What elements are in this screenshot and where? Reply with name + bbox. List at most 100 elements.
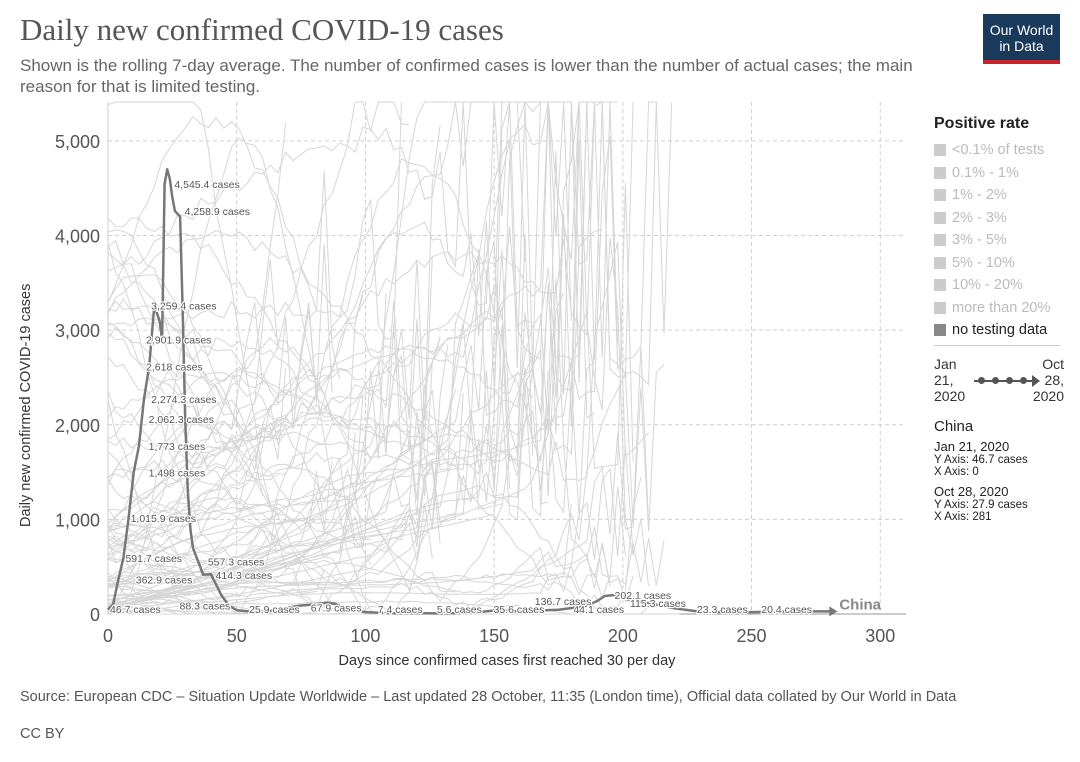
country-line [107,125,441,440]
country-line [107,217,433,516]
legend-swatch [934,144,946,157]
data-label: 136.7 cases [535,596,592,608]
country-line [107,101,410,272]
country-line [107,372,372,565]
timeline-start-month: Jan [934,356,957,372]
country-line [107,101,526,438]
country-line [107,498,279,563]
data-label: 23.3 cases [697,604,748,616]
country-line [107,101,541,560]
chart-subtitle: Shown is the rolling 7-day average. The … [20,56,913,96]
country-line [107,491,371,586]
country-line [107,256,433,465]
legend: Positive rate <0.1% of tests 0.1% - 1% 1% … [934,115,1074,342]
data-label: 591.7 cases [125,553,182,565]
legend-divider [934,345,1060,346]
data-label: 46.7 cases [110,604,161,616]
country-line [107,229,649,615]
x-tick-label: 100 [350,626,380,646]
country-line [107,573,634,614]
timeline-start[interactable]: Jan 21, 2020 [934,356,965,404]
license-link[interactable]: CC BY [20,726,65,742]
x-tick-label: 0 [103,626,113,646]
legend-label: 1% - 2% [952,187,1007,204]
info-end-x: X Axis: 281 [934,511,992,523]
country-line [107,298,317,441]
data-label: 557.3 cases [208,556,265,568]
data-label: 2,618 cases [146,361,203,373]
legend-swatch [934,166,946,179]
country-line [107,392,464,608]
legend-item[interactable]: 5% - 10% [934,252,1074,275]
country-line [107,101,634,532]
country-line [107,575,641,615]
data-label: 414.3 cases [216,570,273,582]
data-label: 4,545.4 cases [174,179,239,191]
x-tick-label: 200 [608,626,638,646]
country-line [107,115,341,380]
logo-line-2: in Data [999,38,1044,54]
country-line [107,445,634,608]
legend-label: 5% - 10% [952,254,1015,271]
country-line [107,241,649,572]
series-line-china[interactable] [107,168,832,615]
country-line [107,423,503,610]
y-tick-label: 0 [90,605,100,625]
country-line [107,504,572,594]
data-label: 1,773 cases [149,441,206,453]
x-axis-label: Days since confirmed cases first reached… [338,653,676,669]
series-end-label[interactable]: China [839,596,881,613]
legend-label: 3% - 5% [952,232,1007,249]
legend-label: more than 20% [952,299,1051,316]
country-line [107,432,356,588]
country-line [107,122,287,451]
country-line [107,346,650,609]
country-line [107,292,565,583]
country-line [107,101,572,609]
country-line [107,326,287,462]
y-tick-label: 2,000 [55,416,100,436]
owid-logo[interactable]: Our World in Data [983,14,1060,64]
data-label: 7.4 cases [378,604,423,616]
legend-item[interactable]: 10% - 20% [934,274,1074,297]
data-label: 2,062.3 cases [149,414,214,426]
country-line [107,221,541,615]
x-tick-label: 150 [479,626,509,646]
country-line [107,244,333,512]
timeline-dot [992,377,999,384]
chart-title: Daily new confirmed COVID-19 cases [20,12,504,47]
timeline-end[interactable]: Oct 28, 2020 [1033,356,1064,404]
country-line [107,344,449,613]
country-line [107,325,511,610]
legend-item[interactable]: 3% - 5% [934,229,1074,252]
x-tick-label: 250 [737,626,767,646]
country-line [107,101,673,525]
info-start-block: Jan 21, 2020 Y Axis: 46.7 cases X Axis: … [934,439,1074,478]
legend-item[interactable]: 1% - 2% [934,184,1074,207]
info-start-date: Jan 21, 2020 [934,439,1010,454]
legend-item[interactable]: no testing data [934,319,1074,342]
legend-label: 2% - 3% [952,209,1007,226]
data-label: 1,498 cases [149,467,206,479]
country-line [107,509,363,600]
line-chart[interactable]: 0 1,000 2,000 3,000 4,000 5,000 0 50 100 150 200 25… [0,0,930,680]
data-label: 35.6 cases [494,604,545,616]
data-label: 2,901.9 cases [146,334,211,346]
series-end-arrow [829,606,838,617]
legend-swatch [934,279,946,292]
y-tick-label: 5,000 [55,132,100,152]
country-line [107,316,294,612]
timeline-track[interactable] [974,375,1040,387]
legend-item[interactable]: <0.1% of tests [934,139,1074,162]
legend-swatch [934,324,946,337]
logo-line-1: Our World [989,22,1054,38]
country-line [107,101,510,436]
legend-title: Positive rate [934,115,1030,132]
legend-item[interactable]: more than 20% [934,297,1074,320]
legend-item[interactable]: 2% - 3% [934,207,1074,230]
timeline-control[interactable]: Jan 21, 2020 Oct 28, 2020 [934,356,1064,408]
timeline-dot [978,377,985,384]
legend-item[interactable]: 0.1% - 1% [934,162,1074,185]
info-end-block: Oct 28, 2020 Y Axis: 27.9 cases X Axis: … [934,484,1074,523]
data-label: 25.9 cases [249,604,300,616]
